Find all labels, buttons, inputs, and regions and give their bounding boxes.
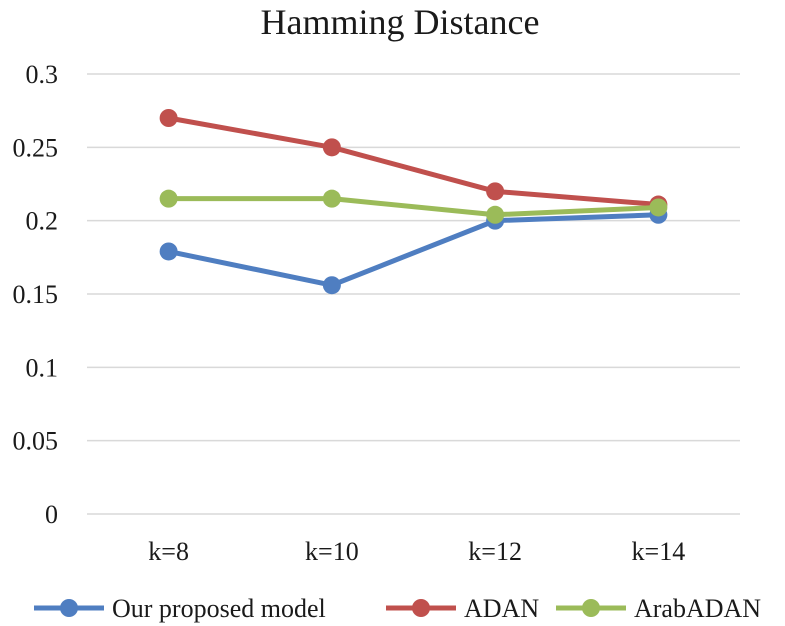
y-tick-label: 0.05 xyxy=(13,427,59,456)
series-line xyxy=(166,115,661,208)
y-tick-label: 0.25 xyxy=(13,133,59,162)
y-tick-label: 0 xyxy=(45,500,58,529)
x-axis-ticks: k=8 k=10 k=12 k=14 xyxy=(148,537,685,566)
legend-swatch-marker xyxy=(582,599,600,617)
series-line xyxy=(166,196,661,218)
series-lines xyxy=(159,109,668,295)
y-tick-label: 0.15 xyxy=(13,280,59,309)
legend-label: Our proposed model xyxy=(112,594,326,623)
series-2 xyxy=(159,189,668,224)
legend-label: ADAN xyxy=(464,594,539,623)
gridlines xyxy=(87,73,740,515)
y-tick-label: 0.3 xyxy=(26,60,59,89)
data-point xyxy=(649,198,668,217)
data-point xyxy=(486,205,505,224)
legend-label: ArabADAN xyxy=(634,594,761,623)
data-point xyxy=(322,138,341,157)
series-0 xyxy=(159,205,668,295)
legend-item: ADAN xyxy=(386,594,539,623)
data-point xyxy=(486,182,505,201)
chart-title: Hamming Distance xyxy=(261,2,540,42)
data-point xyxy=(322,276,341,295)
x-tick-label: k=12 xyxy=(468,537,522,566)
x-tick-label: k=8 xyxy=(148,537,189,566)
data-point xyxy=(159,189,178,208)
data-point xyxy=(322,189,341,208)
legend-item: ArabADAN xyxy=(556,594,761,623)
y-tick-label: 0.2 xyxy=(26,207,59,236)
legend-swatch-marker xyxy=(412,599,430,617)
x-tick-label: k=10 xyxy=(305,537,359,566)
data-point xyxy=(159,109,178,127)
legend: Our proposed model ADAN ArabADAN xyxy=(34,594,761,623)
y-tick-label: 0.1 xyxy=(26,353,59,382)
data-point xyxy=(159,242,178,261)
series-line xyxy=(166,212,661,288)
legend-item: Our proposed model xyxy=(34,594,326,623)
legend-swatch-marker xyxy=(60,599,78,617)
x-tick-label: k=14 xyxy=(632,537,686,566)
y-axis-ticks: 0 0.05 0.1 0.15 0.2 0.25 0.3 xyxy=(13,60,59,529)
